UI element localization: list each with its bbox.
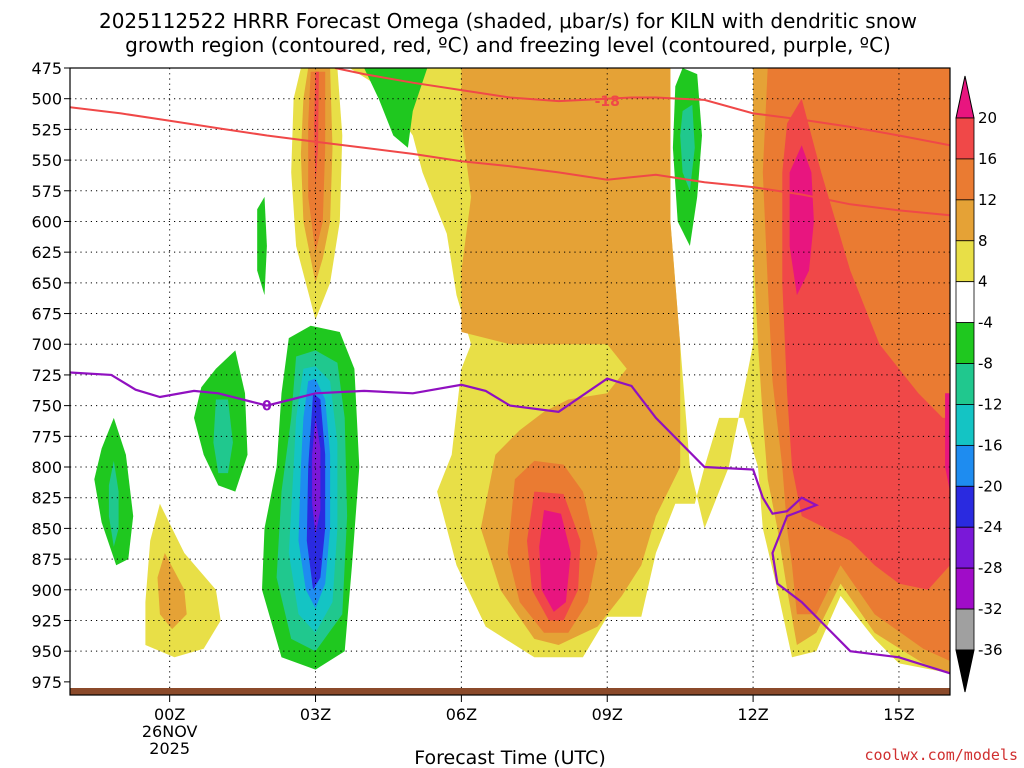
y-tick-label: 750 xyxy=(31,397,62,416)
dgz-contour-label: -18 xyxy=(595,94,620,110)
colorbar-label: 20 xyxy=(978,109,997,127)
omega-region-8-to-12 xyxy=(157,553,187,630)
colorbar-band xyxy=(955,158,975,201)
colorbar-label: 16 xyxy=(978,150,997,168)
colorbar-band xyxy=(955,281,975,324)
colorbar-band xyxy=(955,608,975,651)
colorbar-band xyxy=(955,567,975,610)
x-tick-label: 00Z xyxy=(154,705,185,724)
colorbar-label: -16 xyxy=(978,436,1003,454)
y-tick-label: 575 xyxy=(31,182,62,201)
chart-title-line-2: growth region (contoured, red, ºC) and f… xyxy=(125,33,891,57)
omega-region--28-to--24 xyxy=(312,417,321,535)
omega-region--8-to--4 xyxy=(257,196,267,296)
omega-region--12-to--8 xyxy=(108,460,119,547)
plot-frame xyxy=(69,67,951,696)
colorbar-band xyxy=(955,444,975,487)
colorbar-band xyxy=(955,117,975,160)
omega-region--12-to--8 xyxy=(213,399,233,474)
y-tick-label: 900 xyxy=(31,581,62,600)
y-tick-label: 775 xyxy=(31,427,62,446)
omega-region--8-to--4 xyxy=(364,68,428,148)
x-tick-label: 12Z xyxy=(737,705,768,724)
colorbar-label: -8 xyxy=(978,355,993,373)
chart-title-line-1: 2025112522 HRRR Forecast Omega (shaded, … xyxy=(99,9,917,33)
colorbar-top-arrow xyxy=(955,75,975,119)
colorbar-label: -36 xyxy=(978,641,1003,659)
y-tick-label: 700 xyxy=(31,335,62,354)
colorbar-band xyxy=(955,199,975,242)
x-tick-label: 03Z xyxy=(300,705,331,724)
colorbar-label: 12 xyxy=(978,191,997,209)
colorbar-band xyxy=(955,363,975,405)
y-tick-label: 875 xyxy=(31,550,62,569)
x-tick-date: 26NOV xyxy=(142,722,198,741)
y-tick-label: 625 xyxy=(31,243,62,262)
contour-lines: -18 0 xyxy=(70,68,950,675)
colorbar-label: -28 xyxy=(978,559,1003,577)
x-tick-label: 15Z xyxy=(883,705,914,724)
y-tick-label: 725 xyxy=(31,366,62,385)
colorbar-label: -32 xyxy=(978,600,1003,618)
credit-text: coolwx.com/models xyxy=(864,746,1018,764)
colorbar-bottom-arrow xyxy=(955,649,975,693)
colorbar-band xyxy=(955,240,975,283)
y-tick-label: 550 xyxy=(31,151,62,170)
colorbar-label: -24 xyxy=(978,518,1003,536)
y-tick-label: 525 xyxy=(31,120,62,139)
y-tick-label: 975 xyxy=(31,673,62,692)
omega-region-gt20 xyxy=(539,510,571,612)
omega-region-gt20 xyxy=(789,145,814,296)
dgz-contour-upper xyxy=(334,68,950,147)
y-tick-label: 925 xyxy=(31,611,62,630)
freezing-contour-label: 0 xyxy=(262,399,272,415)
omega-region-gt20 xyxy=(945,393,950,492)
pressure-axis: 475 500 525 550 575 600 625 650 675 700 725 750 775 8… xyxy=(31,59,70,692)
y-tick-label: 950 xyxy=(31,642,62,661)
colorbar-band xyxy=(955,526,975,569)
colorbar-label: -20 xyxy=(978,477,1003,495)
x-axis-title: Forecast Time (UTC) xyxy=(414,747,605,768)
y-tick-label: 825 xyxy=(31,489,62,508)
ground-strip xyxy=(70,688,950,695)
x-tick-label: 09Z xyxy=(592,705,623,724)
omega-region--12-to--8 xyxy=(680,104,695,191)
freezing-level-contour xyxy=(70,371,950,675)
y-tick-label: 600 xyxy=(31,212,62,231)
y-tick-label: 500 xyxy=(31,90,62,109)
colorbar-label: -12 xyxy=(978,395,1003,413)
colorbar-label: -4 xyxy=(978,314,993,332)
colorbar-band xyxy=(955,322,975,364)
y-tick-label: 475 xyxy=(31,59,62,78)
x-tick-label: 06Z xyxy=(446,705,477,724)
y-tick-label: 650 xyxy=(31,274,62,293)
x-tick-year: 2025 xyxy=(149,739,190,758)
y-tick-label: 850 xyxy=(31,519,62,538)
y-tick-label: 675 xyxy=(31,305,62,324)
colorbar-band xyxy=(955,485,975,528)
colorbar-band xyxy=(955,404,975,446)
dgz-contour-lower xyxy=(70,106,950,217)
colorbar-label: 8 xyxy=(978,232,988,250)
colorbar-label: 4 xyxy=(978,273,988,291)
colorbar: 20 16 12 8 4 -4 -8 -12 -16 -20 -24 -28 -32 -36 xyxy=(955,75,1003,693)
y-tick-label: 800 xyxy=(31,458,62,477)
